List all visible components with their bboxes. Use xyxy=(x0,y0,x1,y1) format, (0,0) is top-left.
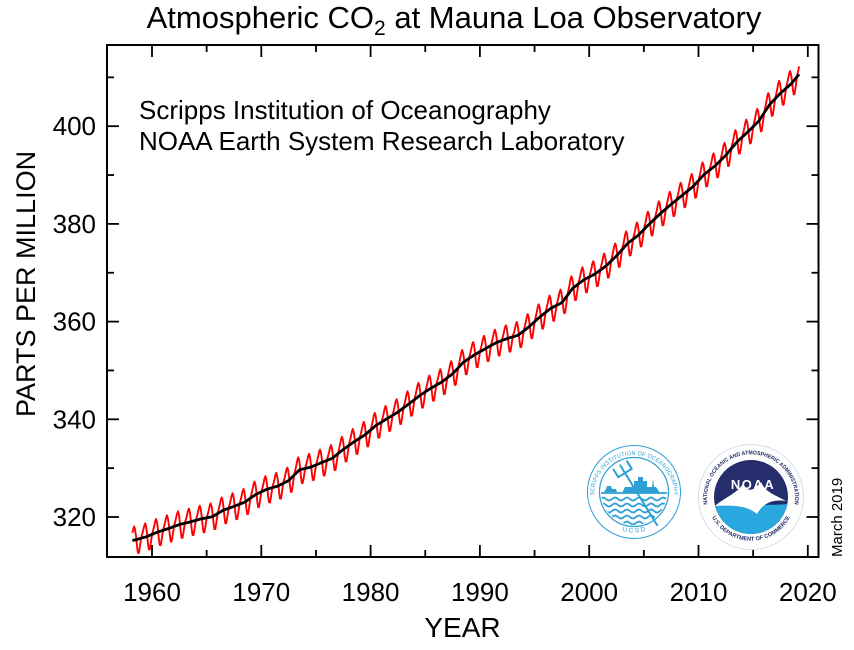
noaa-wordmark: NOAA xyxy=(731,477,775,492)
monthly-co2-series xyxy=(131,66,801,554)
title-subscript: 2 xyxy=(374,17,386,41)
y-tick-label: 380 xyxy=(53,209,96,239)
y-tick-label: 340 xyxy=(53,404,96,434)
title-text-pre: Atmospheric CO xyxy=(146,0,375,35)
scripps-ring-text-bottom: U C S D xyxy=(622,526,647,535)
title-text-post: at Mauna Loa Observatory xyxy=(385,0,762,35)
x-tick-label: 2020 xyxy=(779,577,837,607)
plot-frame xyxy=(106,44,820,558)
x-tick-label: 1970 xyxy=(232,577,290,607)
x-tick-label: 1980 xyxy=(342,577,400,607)
plot-area: 1960 1970 1980 1990 2000 2010 2020 320 340 360 380… xyxy=(53,44,837,607)
x-tick-label: 1960 xyxy=(123,577,181,607)
annotation-line-1: Scripps Institution of Oceanography xyxy=(139,95,551,125)
source-annotation: Scripps Institution of Oceanography NOAA… xyxy=(139,95,625,157)
noaa-bird-icon xyxy=(715,482,786,514)
x-tick-label: 2000 xyxy=(560,577,618,607)
annotation-line-2: NOAA Earth System Research Laboratory xyxy=(139,126,625,156)
x-tick-label: 1990 xyxy=(451,577,509,607)
y-tick-label: 400 xyxy=(53,111,96,141)
svg-text:U C S D: U C S D xyxy=(622,526,647,535)
chart-title: Atmospheric CO2 at Mauna Loa Observatory xyxy=(90,0,818,41)
y-tick-label: 360 xyxy=(53,307,96,337)
scripps-logo: SCRIPPS INSTITUTION OF OCEANOGRAPHY U C … xyxy=(587,445,681,539)
y-tick-label: 320 xyxy=(53,502,96,532)
x-tick-label: 2010 xyxy=(670,577,728,607)
trend-series xyxy=(131,73,801,543)
scripps-ship-icon xyxy=(604,477,660,493)
x-axis-label: YEAR xyxy=(424,612,501,643)
scripps-trident-icon xyxy=(612,460,658,526)
noaa-logo: NATIONAL OCEANIC AND ATMOSPHERIC ADMINIS… xyxy=(698,444,804,550)
